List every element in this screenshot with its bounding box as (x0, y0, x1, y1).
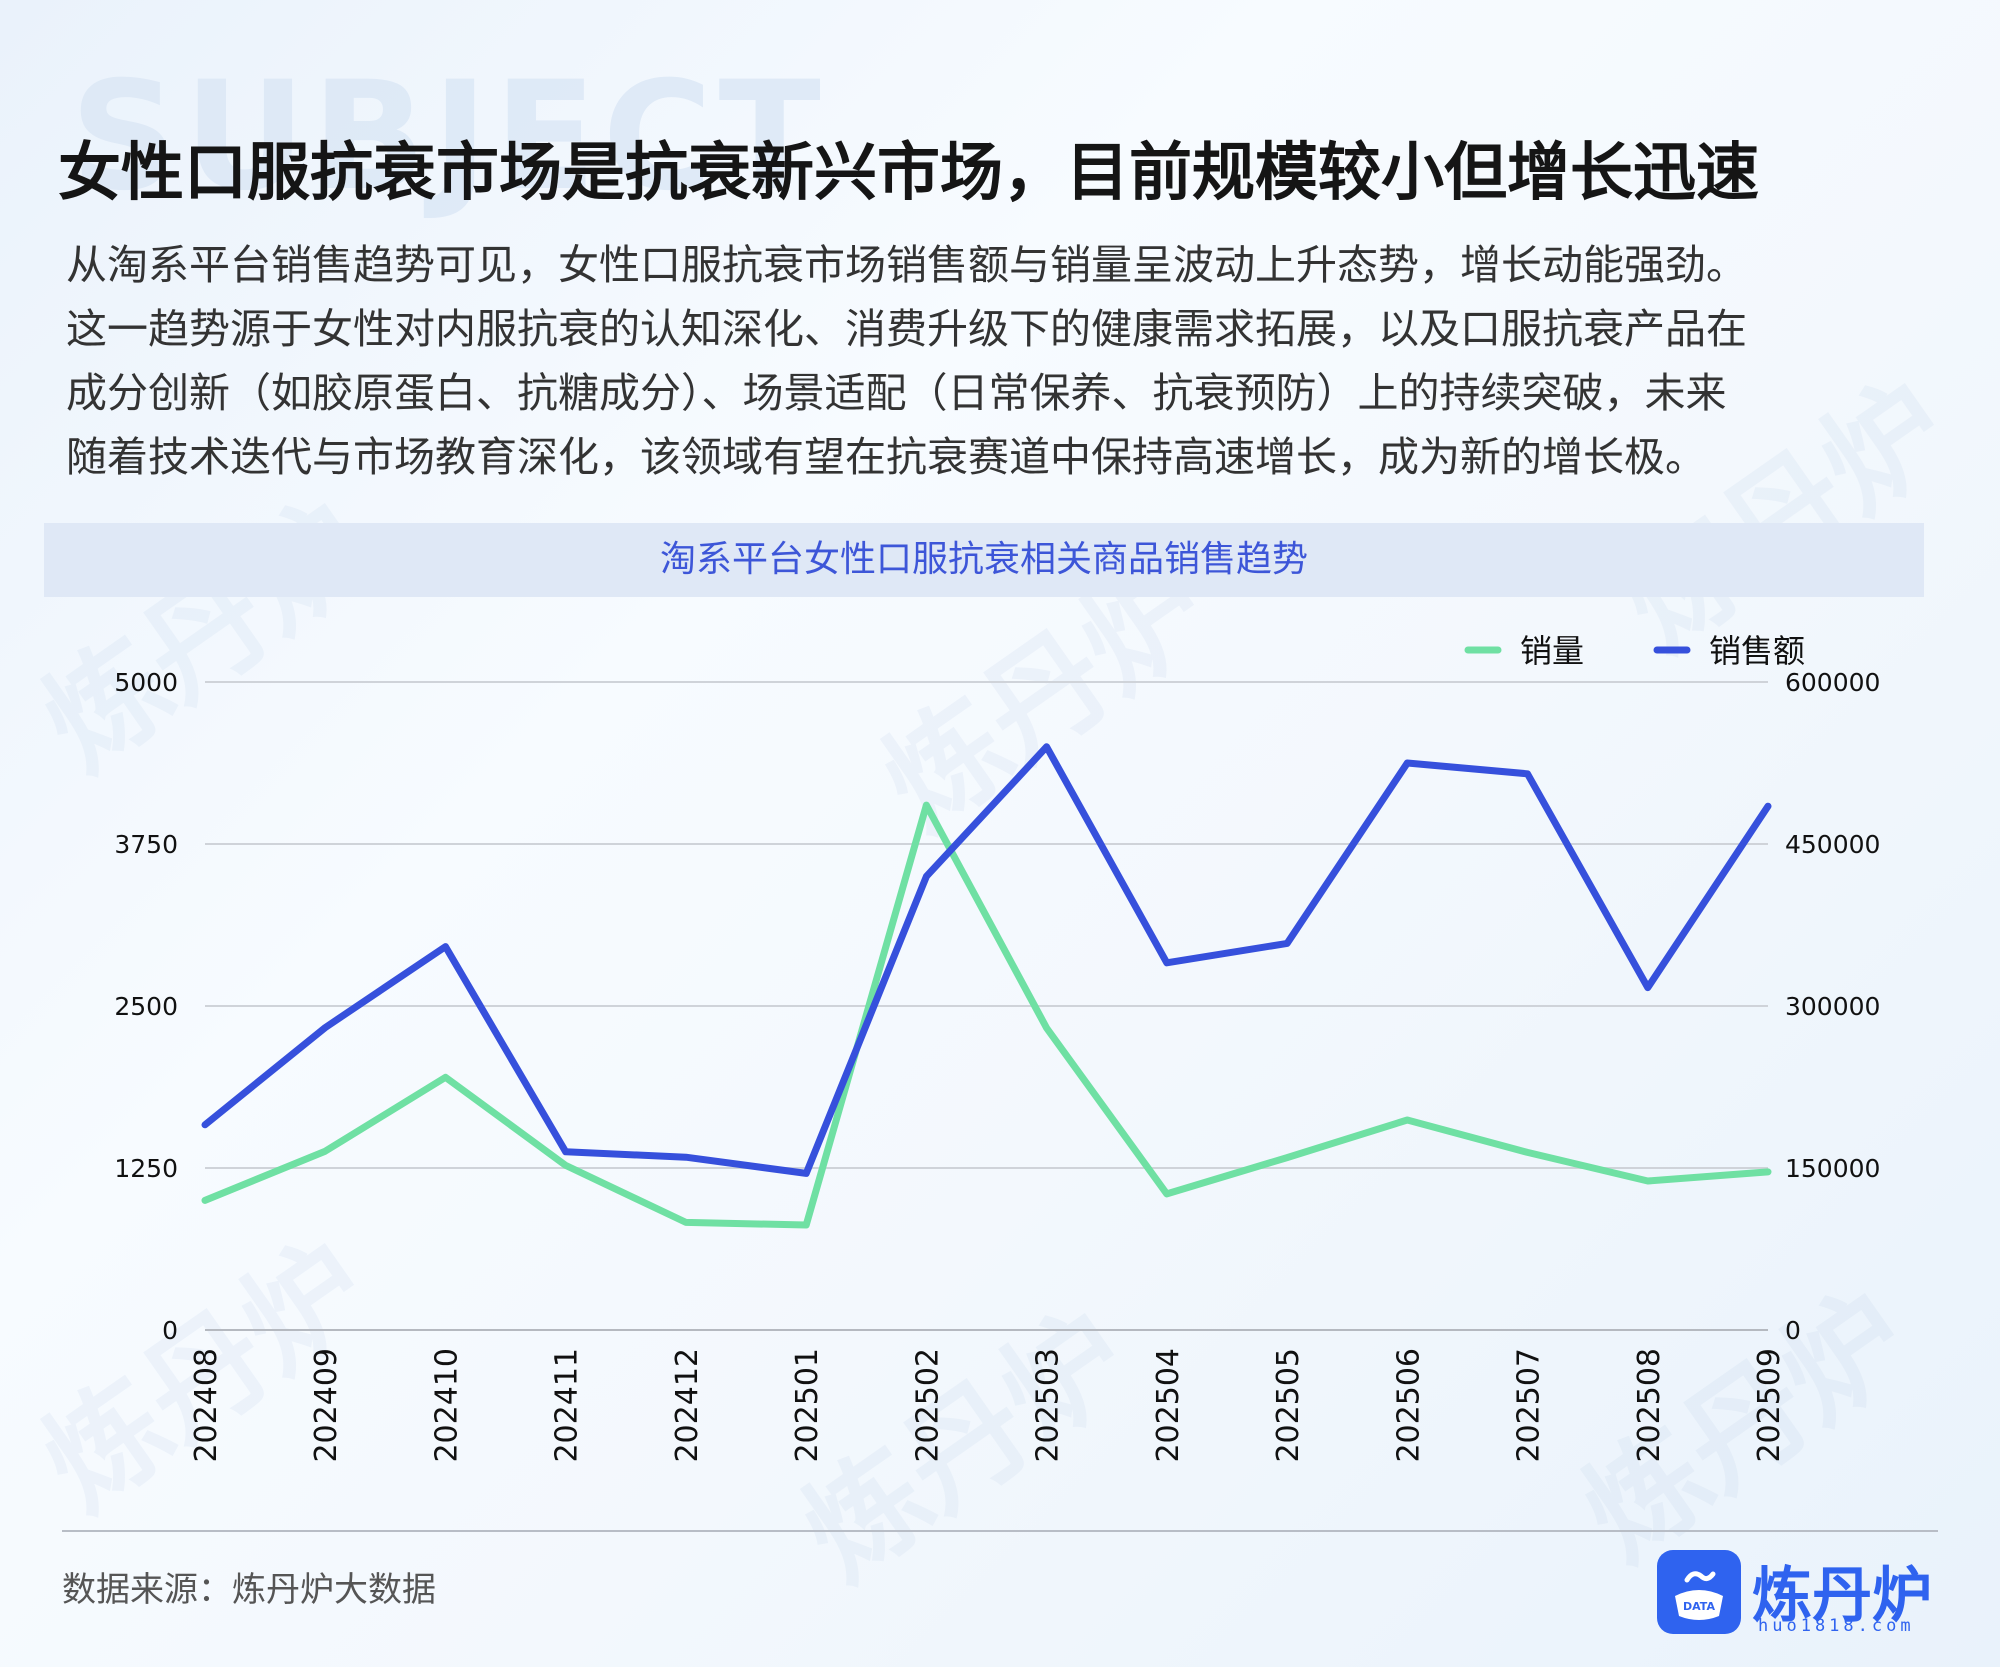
line-chart: 0 1250 2500 3750 5000 0 150000 300000 450000 600… (114, 632, 1880, 1463)
x-tick-label: 202506 (1391, 1348, 1426, 1463)
x-tick-label: 202504 (1151, 1348, 1186, 1463)
legend-label: 销售额 (1709, 632, 1805, 670)
x-tick-label: 202408 (189, 1348, 224, 1463)
x-tick-label: 202505 (1271, 1348, 1306, 1463)
y-left-tick-label: 0 (162, 1316, 178, 1345)
y-right-tick-label: 0 (1785, 1316, 1801, 1345)
y-right-tick-label: 450000 (1785, 830, 1880, 859)
x-tick-label: 202502 (910, 1348, 945, 1463)
logo-icon: DATA (1657, 1550, 1741, 1634)
y-right-tick-label: 600000 (1785, 668, 1880, 697)
background-word: SUBJECT (70, 50, 827, 224)
y-left-tick-label: 5000 (114, 668, 178, 697)
x-tick-label: 202411 (550, 1348, 585, 1463)
series-line-right (201, 743, 1772, 1177)
page-title: 女性口服抗衰市场是抗衰新兴市场，目前规模较小但增长迅速 (58, 136, 1759, 209)
x-tick-label: 202412 (670, 1348, 705, 1463)
y-left-tick-label: 1250 (114, 1154, 178, 1183)
x-tick-label: 202509 (1752, 1348, 1787, 1463)
chart-header: 淘系平台女性口服抗衰相关商品销售趋势 (44, 523, 1924, 597)
x-tick-label: 202410 (429, 1348, 464, 1463)
description: 从淘系平台销售趋势可见，女性口服抗衰市场销售额与销量呈波动上升态势，增长动能强劲… (66, 233, 1966, 489)
y-right-tick-label: 150000 (1785, 1154, 1880, 1183)
footer-divider (62, 1530, 1938, 1532)
logo-badge-text: DATA (1683, 1600, 1715, 1613)
legend-label: 销量 (1520, 632, 1584, 670)
x-tick-label: 202503 (1031, 1348, 1066, 1463)
chart-title: 淘系平台女性口服抗衰相关商品销售趋势 (659, 539, 1308, 580)
x-tick-label: 202501 (790, 1348, 825, 1463)
description-line: 随着技术迭代与市场教育深化，该领域有望在抗衰赛道中保持高速增长，成为新的增长极。 (66, 433, 1706, 481)
logo-name: 炼丹炉 (1752, 1561, 1932, 1631)
x-tick-label: 202409 (309, 1348, 344, 1463)
series-line-left (201, 801, 1772, 1229)
data-source: 数据来源：炼丹炉大数据 (62, 1570, 436, 1610)
x-tick-label: 202507 (1512, 1348, 1547, 1463)
y-right-tick-label: 300000 (1785, 992, 1880, 1021)
description-line: 这一趋势源于女性对内服抗衰的认知深化、消费升级下的健康需求拓展，以及口服抗衰产品… (66, 305, 1747, 353)
description-line: 从淘系平台销售趋势可见，女性口服抗衰市场销售额与销量呈波动上升态势，增长动能强劲… (66, 241, 1747, 289)
y-left-tick-label: 2500 (114, 992, 178, 1021)
x-tick-label: 202508 (1632, 1348, 1667, 1463)
logo-url: huo1818.com (1758, 1616, 1915, 1636)
y-left-tick-label: 3750 (114, 830, 178, 859)
description-line: 成分创新（如胶原蛋白、抗糖成分）、场景适配（日常保养、抗衰预防）上的持续突破，未… (66, 369, 1727, 417)
